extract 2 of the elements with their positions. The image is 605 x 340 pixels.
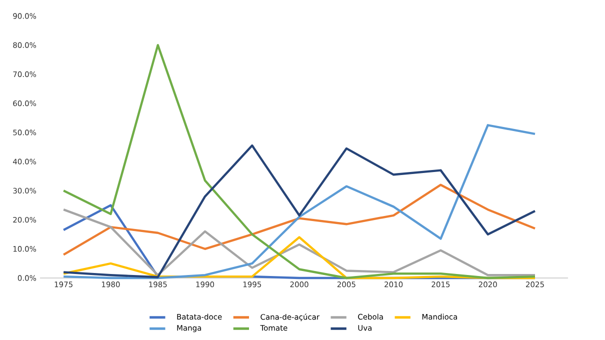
line-series: [62, 44, 536, 280]
line-series: [62, 184, 536, 256]
